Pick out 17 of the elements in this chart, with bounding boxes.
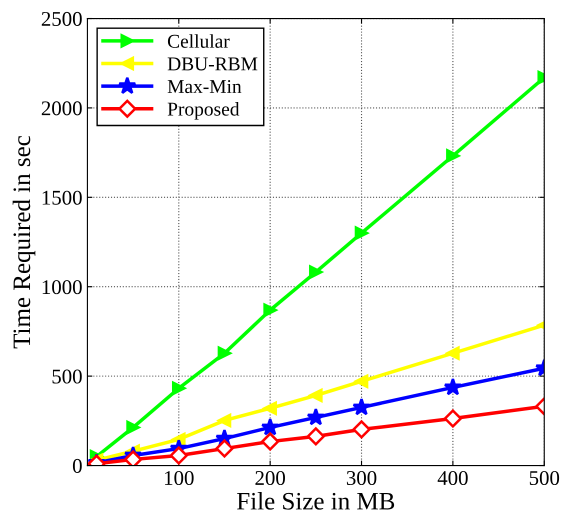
x-tick-label: 200 bbox=[255, 470, 285, 486]
y-axis-title: Time Required in sec bbox=[12, 136, 36, 348]
legend-label: Max-Min bbox=[168, 80, 242, 94]
y-tick-label: 1000 bbox=[42, 280, 82, 294]
y-tick-label: 500 bbox=[52, 369, 82, 384]
y-tick-label: 1500 bbox=[42, 190, 82, 205]
y-tick-label: 2000 bbox=[42, 101, 82, 116]
x-tick-label: 100 bbox=[164, 470, 194, 486]
y-tick-label: 2500 bbox=[42, 12, 82, 26]
legend-label: DBU-RBM bbox=[168, 58, 258, 70]
y-tick-label: 0 bbox=[72, 458, 82, 473]
legend-label: Cellular bbox=[168, 34, 230, 48]
x-tick-label: 500 bbox=[530, 470, 560, 486]
x-tick-label: 300 bbox=[346, 470, 376, 486]
legend-label: Proposed bbox=[168, 102, 240, 120]
x-axis-title: File Size in MB bbox=[237, 492, 394, 510]
x-tick-label: 400 bbox=[438, 470, 468, 486]
